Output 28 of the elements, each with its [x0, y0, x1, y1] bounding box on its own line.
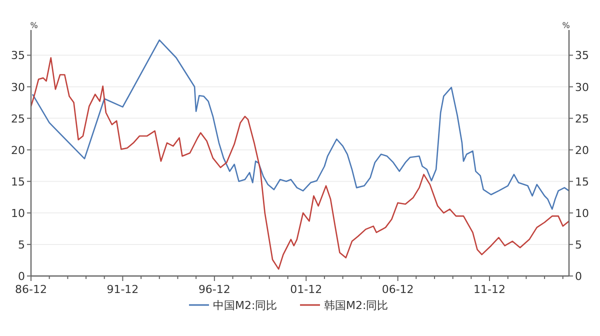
y-tick-label: 20 — [11, 144, 25, 157]
y-tick-label: 15 — [11, 175, 25, 188]
y-tick-label: 35 — [11, 49, 25, 62]
y-tick-label: 10 — [11, 206, 25, 220]
y2-axis-title: % — [562, 21, 570, 30]
y-tick-label: 5 — [18, 238, 25, 252]
line-series — [31, 57, 569, 270]
x-tick-label: 91-12 — [106, 283, 139, 296]
x-tick-label: 96-12 — [198, 283, 230, 296]
line-series — [32, 39, 569, 210]
x-tick-label: 01-12 — [290, 283, 322, 296]
y2-tick-label: 35 — [575, 49, 589, 62]
y2-tick-label: 25 — [575, 112, 589, 126]
y2-tick-label: 0 — [575, 270, 582, 283]
y2-tick-label: 10 — [575, 206, 589, 220]
y2-tick-label: 20 — [575, 144, 589, 157]
y2-tick-label: 5 — [575, 238, 582, 252]
x-tick-label: 06-12 — [382, 283, 414, 296]
y-tick-label: 30 — [11, 80, 25, 94]
legend-label: 中国M2:同比 — [213, 299, 278, 312]
y2-tick-label: 30 — [575, 80, 589, 94]
y-axis-title: % — [30, 21, 38, 30]
y2-tick-label: 15 — [575, 175, 589, 188]
x-tick-label: 11-12 — [474, 283, 506, 296]
y-tick-label: 0 — [18, 270, 25, 283]
legend-label: 韩国M2:同比 — [324, 299, 388, 312]
x-tick-label: 86-12 — [15, 283, 47, 296]
y-tick-label: 25 — [11, 112, 25, 126]
